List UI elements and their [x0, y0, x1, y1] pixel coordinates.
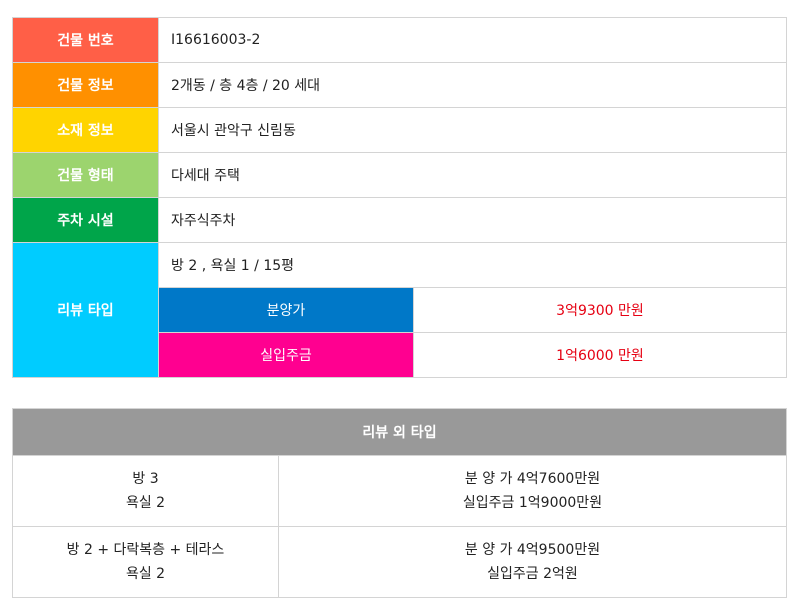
rooms: 방 2 + 다락복층 + 테라스: [66, 542, 225, 558]
sale: 분 양 가 4억7600만원: [464, 471, 601, 487]
row-sale-price: 분양가 3억9300 만원: [13, 287, 787, 333]
baths: 욕실 2: [125, 566, 166, 582]
label: 건물 형태: [12, 152, 159, 198]
building-info-table: 건물 번호 I16616003-2 건물 정보 2개동 / 층 4층 / 20 세대…: [12, 17, 787, 378]
label: 건물 번호: [12, 17, 159, 63]
other-types-title: 리뷰 외 타입: [12, 408, 787, 456]
value: 다세대 주택: [158, 152, 787, 198]
baths: 욕실 2: [125, 495, 166, 511]
row-review-type: 리뷰 타입 방 2 , 욕실 1 / 15평: [12, 242, 787, 378]
row-deposit: 실입주금 1억6000 만원: [13, 332, 787, 378]
row-location: 소재 정보 서울시 관악구 신림동: [12, 107, 787, 153]
row-parking: 주차 시설 자주식주차: [12, 197, 787, 243]
deposit: 실입주금 1억9000만원: [462, 495, 603, 511]
label: 주차 시설: [12, 197, 159, 243]
deposit-value: 1억6000 만원: [413, 332, 787, 378]
sale-label: 분양가: [158, 287, 414, 333]
label: 소재 정보: [12, 107, 159, 153]
row-building-info: 건물 정보 2개동 / 층 4층 / 20 세대: [12, 62, 787, 108]
row-building-number: 건물 번호 I16616003-2: [12, 17, 787, 63]
rooms: 방 3: [132, 471, 159, 487]
deposit: 실입주금 2억원: [487, 566, 578, 582]
deposit-label: 실입주금: [158, 332, 414, 378]
sale-value: 3억9300 만원: [413, 287, 787, 333]
value: I16616003-2: [158, 17, 787, 63]
value: 자주식주차: [158, 197, 787, 243]
value: 2개동 / 층 4층 / 20 세대: [158, 62, 787, 108]
sale: 분 양 가 4억9500만원: [464, 542, 601, 558]
review-summary: 방 2 , 욕실 1 / 15평: [158, 242, 787, 288]
row-building-type: 건물 형태 다세대 주택: [12, 152, 787, 198]
label: 건물 정보: [12, 62, 159, 108]
value: 서울시 관악구 신림동: [158, 107, 787, 153]
label: 리뷰 타입: [12, 242, 159, 378]
room-cell: 방 3 욕실 2: [12, 455, 279, 527]
